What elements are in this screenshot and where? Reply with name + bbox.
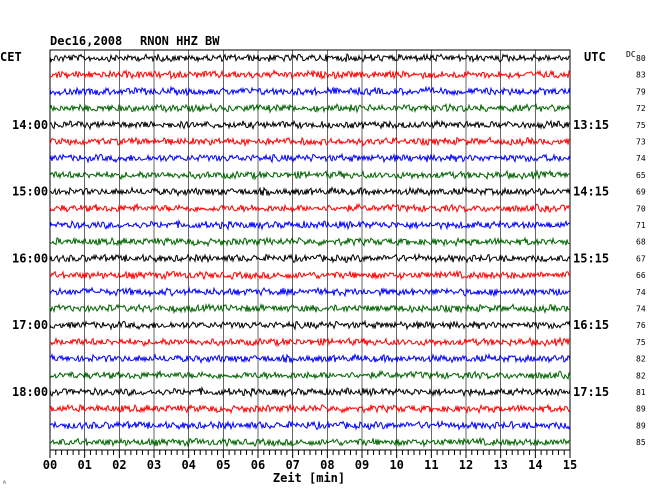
dc-offset-label: 81 (636, 388, 646, 397)
seismogram-trace (49, 369, 571, 381)
right-hour-labels: 13:15 14:15 15:15 16:15 17:15 (573, 118, 609, 399)
x-tick-label: 02 (112, 458, 126, 472)
left-hour-labels: 14:00 15:00 16:00 17:00 18:00 (12, 118, 48, 399)
seismogram-trace (49, 136, 571, 147)
left-timezone-label: CET (0, 50, 22, 64)
dc-offset-label: 76 (636, 321, 646, 330)
dc-offset-label: 79 (636, 87, 646, 96)
dc-offset-label: 65 (636, 171, 646, 180)
dc-offset-label: 75 (636, 121, 646, 130)
corner-mark: ᴬ (2, 479, 7, 488)
dc-offset-label: 70 (636, 204, 646, 213)
dc-offset-label: 68 (636, 238, 646, 247)
left-hour-label: 18:00 (12, 385, 48, 399)
seismogram-trace (49, 336, 571, 348)
seismogram-trace (49, 269, 571, 281)
right-hour-label: 15:15 (573, 251, 609, 265)
seismogram-trace (49, 119, 571, 131)
dc-offset-label: 72 (636, 104, 646, 113)
x-tick-label: 00 (43, 458, 57, 472)
dc-offset-label: 66 (636, 271, 646, 280)
seismogram-trace (49, 218, 571, 231)
seismogram-trace (49, 352, 571, 364)
dc-offset-label: 75 (636, 338, 646, 347)
dc-offset-label: 89 (636, 421, 646, 430)
left-hour-label: 16:00 (12, 251, 48, 265)
dc-offset-label: 71 (636, 221, 646, 230)
seismogram-trace (49, 68, 571, 81)
seismogram-trace (49, 252, 571, 264)
dc-offset-label: 74 (636, 154, 646, 163)
dc-label: DC (626, 50, 636, 59)
right-hour-label: 14:15 (573, 185, 609, 199)
seismogram-trace (49, 419, 571, 431)
x-tick-label: 01 (77, 458, 91, 472)
x-tick-label: 09 (355, 458, 369, 472)
seismogram-trace (49, 102, 571, 114)
dc-offset-label: 67 (636, 254, 646, 263)
seismogram-trace (49, 185, 571, 197)
dc-offset-label: 89 (636, 405, 646, 414)
x-tick-label: 04 (181, 458, 195, 472)
seismogram-trace (49, 169, 571, 181)
x-tick-label: 06 (251, 458, 265, 472)
seismogram-trace (49, 236, 571, 248)
seismogram-trace (49, 385, 571, 398)
right-hour-label: 13:15 (573, 118, 609, 132)
x-tick-label: 10 (389, 458, 403, 472)
dc-offset-label: 74 (636, 288, 646, 297)
x-tick-label: 07 (285, 458, 299, 472)
dc-offset-label: 69 (636, 188, 646, 197)
seismogram-trace (49, 202, 570, 214)
right-hour-label: 16:15 (573, 318, 609, 332)
dc-offset-label: 74 (636, 305, 646, 314)
x-tick-label: 13 (493, 458, 507, 472)
seismogram-trace (49, 436, 571, 448)
right-hour-label: 17:15 (573, 385, 609, 399)
dc-offset-labels: 80 83 79 72 75 73 74 65 69 70 71 68 67 66 74 74 76 75 82 82… (636, 54, 646, 447)
seismogram-trace (49, 152, 571, 164)
x-tick-label: 12 (459, 458, 473, 472)
dc-offset-label: 73 (636, 138, 646, 147)
seismogram-trace (49, 302, 571, 315)
trace-group (49, 52, 571, 448)
x-tick-label: 15 (563, 458, 577, 472)
dc-offset-label: 85 (636, 438, 646, 447)
dc-offset-label: 82 (636, 355, 646, 364)
x-axis-label: Zeit [min] (273, 471, 345, 485)
left-hour-label: 14:00 (12, 118, 48, 132)
seismogram-trace (49, 319, 571, 331)
x-tick-label: 14 (528, 458, 542, 472)
left-hour-label: 17:00 (12, 318, 48, 332)
chart-date: Dec16,2008 (50, 34, 122, 48)
left-hour-label: 15:00 (12, 185, 48, 199)
seismogram-trace (49, 52, 570, 64)
x-tick-label: 08 (320, 458, 334, 472)
seismogram-trace (49, 403, 571, 415)
right-timezone-label: UTC (584, 50, 606, 64)
dc-offset-label: 82 (636, 371, 646, 380)
x-axis: 00 01 02 03 04 05 06 07 08 09 10 11 12 13 14 15 (43, 450, 577, 472)
seismogram-trace (49, 286, 571, 298)
seismogram-trace (49, 85, 571, 97)
x-tick-label: 11 (424, 458, 438, 472)
chart-station: RNON HHZ BW (140, 34, 220, 48)
dc-offset-label: 80 (636, 54, 646, 63)
x-tick-label: 05 (216, 458, 230, 472)
dc-offset-label: 83 (636, 71, 646, 80)
x-tick-label: 03 (147, 458, 161, 472)
